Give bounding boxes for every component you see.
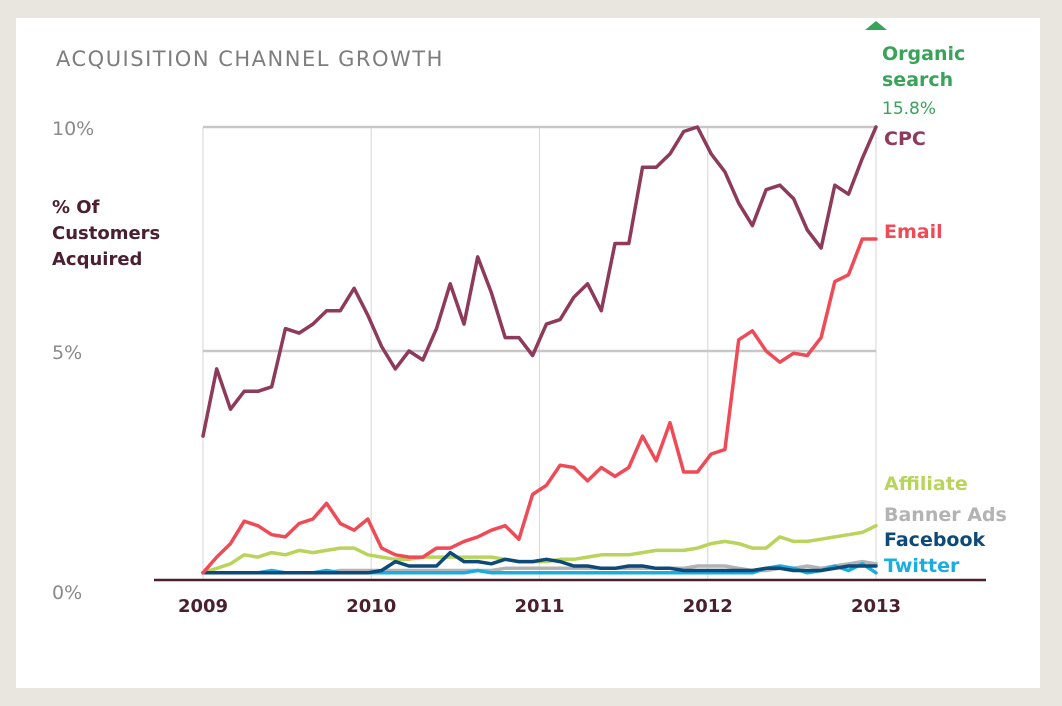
series-label-banner-ads: Banner Ads — [884, 504, 1007, 526]
series-label-email: Email — [884, 221, 943, 243]
series-line-cpc — [201, 125, 878, 438]
series-label-twitter: Twitter — [884, 555, 960, 577]
chart-card: ACQUISITION CHANNEL GROWTH % Of Customer… — [16, 18, 1040, 688]
y-tick-label: 0% — [52, 582, 82, 604]
series-label-affiliate: Affiliate — [884, 473, 968, 495]
organic-search-label-line: search — [882, 69, 953, 91]
series-lines — [201, 125, 878, 575]
up-arrow-icon — [865, 21, 887, 30]
x-tick-label: 2011 — [514, 596, 564, 617]
series-line-email — [201, 237, 878, 575]
y-tick-label: 10% — [52, 118, 94, 140]
chart-title: ACQUISITION CHANNEL GROWTH — [56, 47, 444, 71]
x-tick-label: 2010 — [346, 596, 396, 617]
y-axis-label: % Of Customers Acquired — [52, 197, 160, 270]
vertical-gridlines — [202, 127, 877, 580]
organic-search-label-line: Organic — [882, 43, 965, 65]
series-label-facebook: Facebook — [884, 529, 986, 551]
series-labels: CPC Email Affiliate Banner Ads Facebook Twitt… — [884, 128, 1007, 577]
organic-search-annotation: Organic search 15.8% — [865, 21, 965, 119]
organic-search-value: 15.8% — [882, 99, 936, 119]
x-tick-label: 2009 — [178, 596, 228, 617]
x-tick-labels: 2009 2010 2011 2012 2013 — [178, 596, 901, 617]
line-chart: ACQUISITION CHANNEL GROWTH % Of Customer… — [52, 21, 1007, 617]
horizontal-gridlines — [203, 125, 876, 353]
y-axis-label-line: % Of — [52, 197, 100, 218]
series-line-facebook — [201, 550, 878, 575]
x-tick-label: 2012 — [683, 596, 733, 617]
series-label-cpc: CPC — [884, 128, 926, 150]
y-tick-labels: 10% 5% 0% — [52, 118, 94, 604]
x-tick-label: 2013 — [851, 596, 901, 617]
y-tick-label: 5% — [52, 342, 82, 364]
y-axis-label-line: Acquired — [52, 249, 142, 270]
y-axis-label-line: Customers — [52, 223, 160, 244]
